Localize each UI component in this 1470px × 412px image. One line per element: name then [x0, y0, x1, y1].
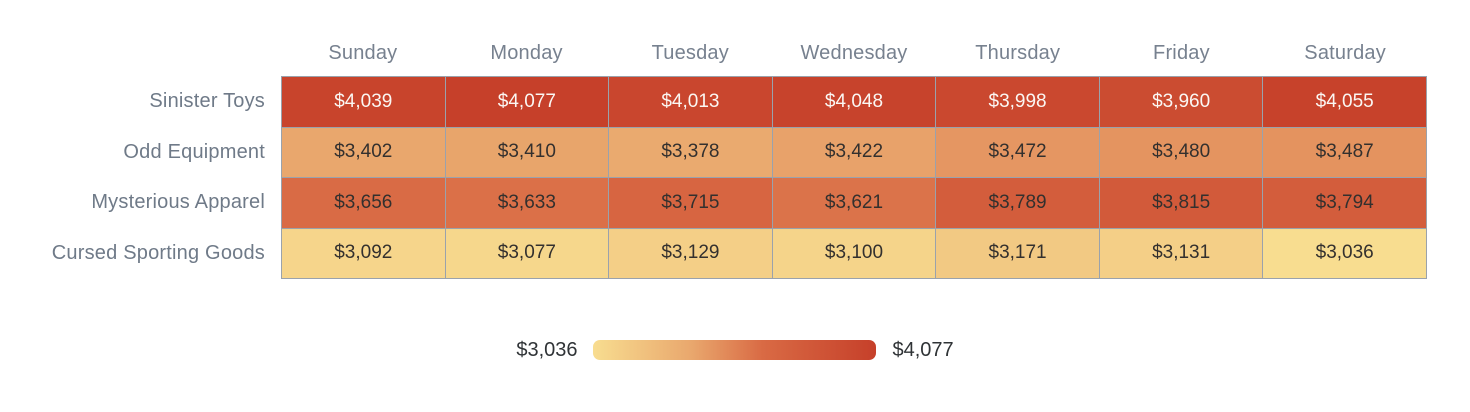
heatmap-cell[interactable]: $3,480 [1099, 127, 1264, 178]
heatmap-cell[interactable]: $3,378 [609, 127, 773, 178]
column-header-friday: Friday [1153, 41, 1210, 64]
legend-max-label: $4,077 [892, 338, 954, 361]
legend-min-label: $3,036 [516, 338, 578, 361]
heatmap-cell[interactable]: $4,039 [282, 77, 446, 128]
heatmap-cell[interactable]: $3,402 [282, 127, 446, 178]
heatmap-cell[interactable]: $3,621 [772, 178, 937, 229]
heatmap-cell[interactable]: $3,715 [609, 178, 773, 229]
row-label-cursed-sporting-goods: Cursed Sporting Goods [51, 242, 265, 265]
column-header-sunday: Sunday [328, 41, 398, 64]
corner-spacer [0, 30, 281, 76]
heatmap-cell[interactable]: $3,472 [936, 127, 1100, 178]
heatmap-cell[interactable]: $3,998 [936, 77, 1100, 128]
heatmap-cell[interactable]: $3,036 [1263, 228, 1427, 279]
heatmap-cell[interactable]: $3,410 [445, 127, 610, 178]
column-header-saturday: Saturday [1304, 41, 1386, 64]
column-header-tuesday: Tuesday [651, 41, 729, 64]
row-label-column: Sinister Toys Odd Equipment Mysterious App… [0, 76, 281, 279]
heatmap-cell[interactable]: $3,633 [445, 178, 610, 229]
heatmap-cell[interactable]: $3,794 [1263, 178, 1427, 229]
heatmap-cell[interactable]: $3,100 [772, 228, 937, 279]
heatmap-cell[interactable]: $3,422 [772, 127, 937, 178]
heatmap-cell[interactable]: $3,092 [282, 228, 446, 279]
column-header-wednesday: Wednesday [800, 41, 908, 64]
heatmap-cell[interactable]: $4,048 [772, 77, 937, 128]
heatmap-cell[interactable]: $3,960 [1099, 77, 1264, 128]
heatmap-cell[interactable]: $4,013 [609, 77, 773, 128]
heatmap-cells: $4,039 $4,077 $4,013 $4,048 $3,998 $3,960 $4,0… [281, 76, 1427, 279]
column-header-thursday: Thursday [975, 41, 1061, 64]
heatmap-cell[interactable]: $3,131 [1099, 228, 1264, 279]
heatmap-cell[interactable]: $3,815 [1099, 178, 1264, 229]
heatmap-cell[interactable]: $3,656 [282, 178, 446, 229]
column-header-row: Sunday Monday Tuesday Wednesday Thursday Frid… [281, 30, 1427, 76]
heatmap-cell[interactable]: $3,171 [936, 228, 1100, 279]
heatmap-table: Sunday Monday Tuesday Wednesday Thursday Frid… [0, 30, 1427, 279]
heatmap-cell[interactable]: $3,487 [1263, 127, 1427, 178]
heatmap-cell[interactable]: $3,789 [936, 178, 1100, 229]
row-label-odd-equipment: Odd Equipment [123, 140, 265, 163]
legend-gradient-bar [592, 340, 876, 360]
heatmap-cell[interactable]: $3,077 [445, 228, 610, 279]
column-header-monday: Monday [490, 41, 563, 64]
row-label-mysterious-apparel: Mysterious Apparel [91, 191, 265, 214]
row-label-sinister-toys: Sinister Toys [149, 89, 265, 112]
heatmap-cell[interactable]: $4,077 [445, 77, 610, 128]
color-legend: $3,036 $4,077 [0, 336, 1470, 364]
heatmap-cell[interactable]: $3,129 [609, 228, 773, 279]
heatmap-cell[interactable]: $4,055 [1263, 77, 1427, 128]
